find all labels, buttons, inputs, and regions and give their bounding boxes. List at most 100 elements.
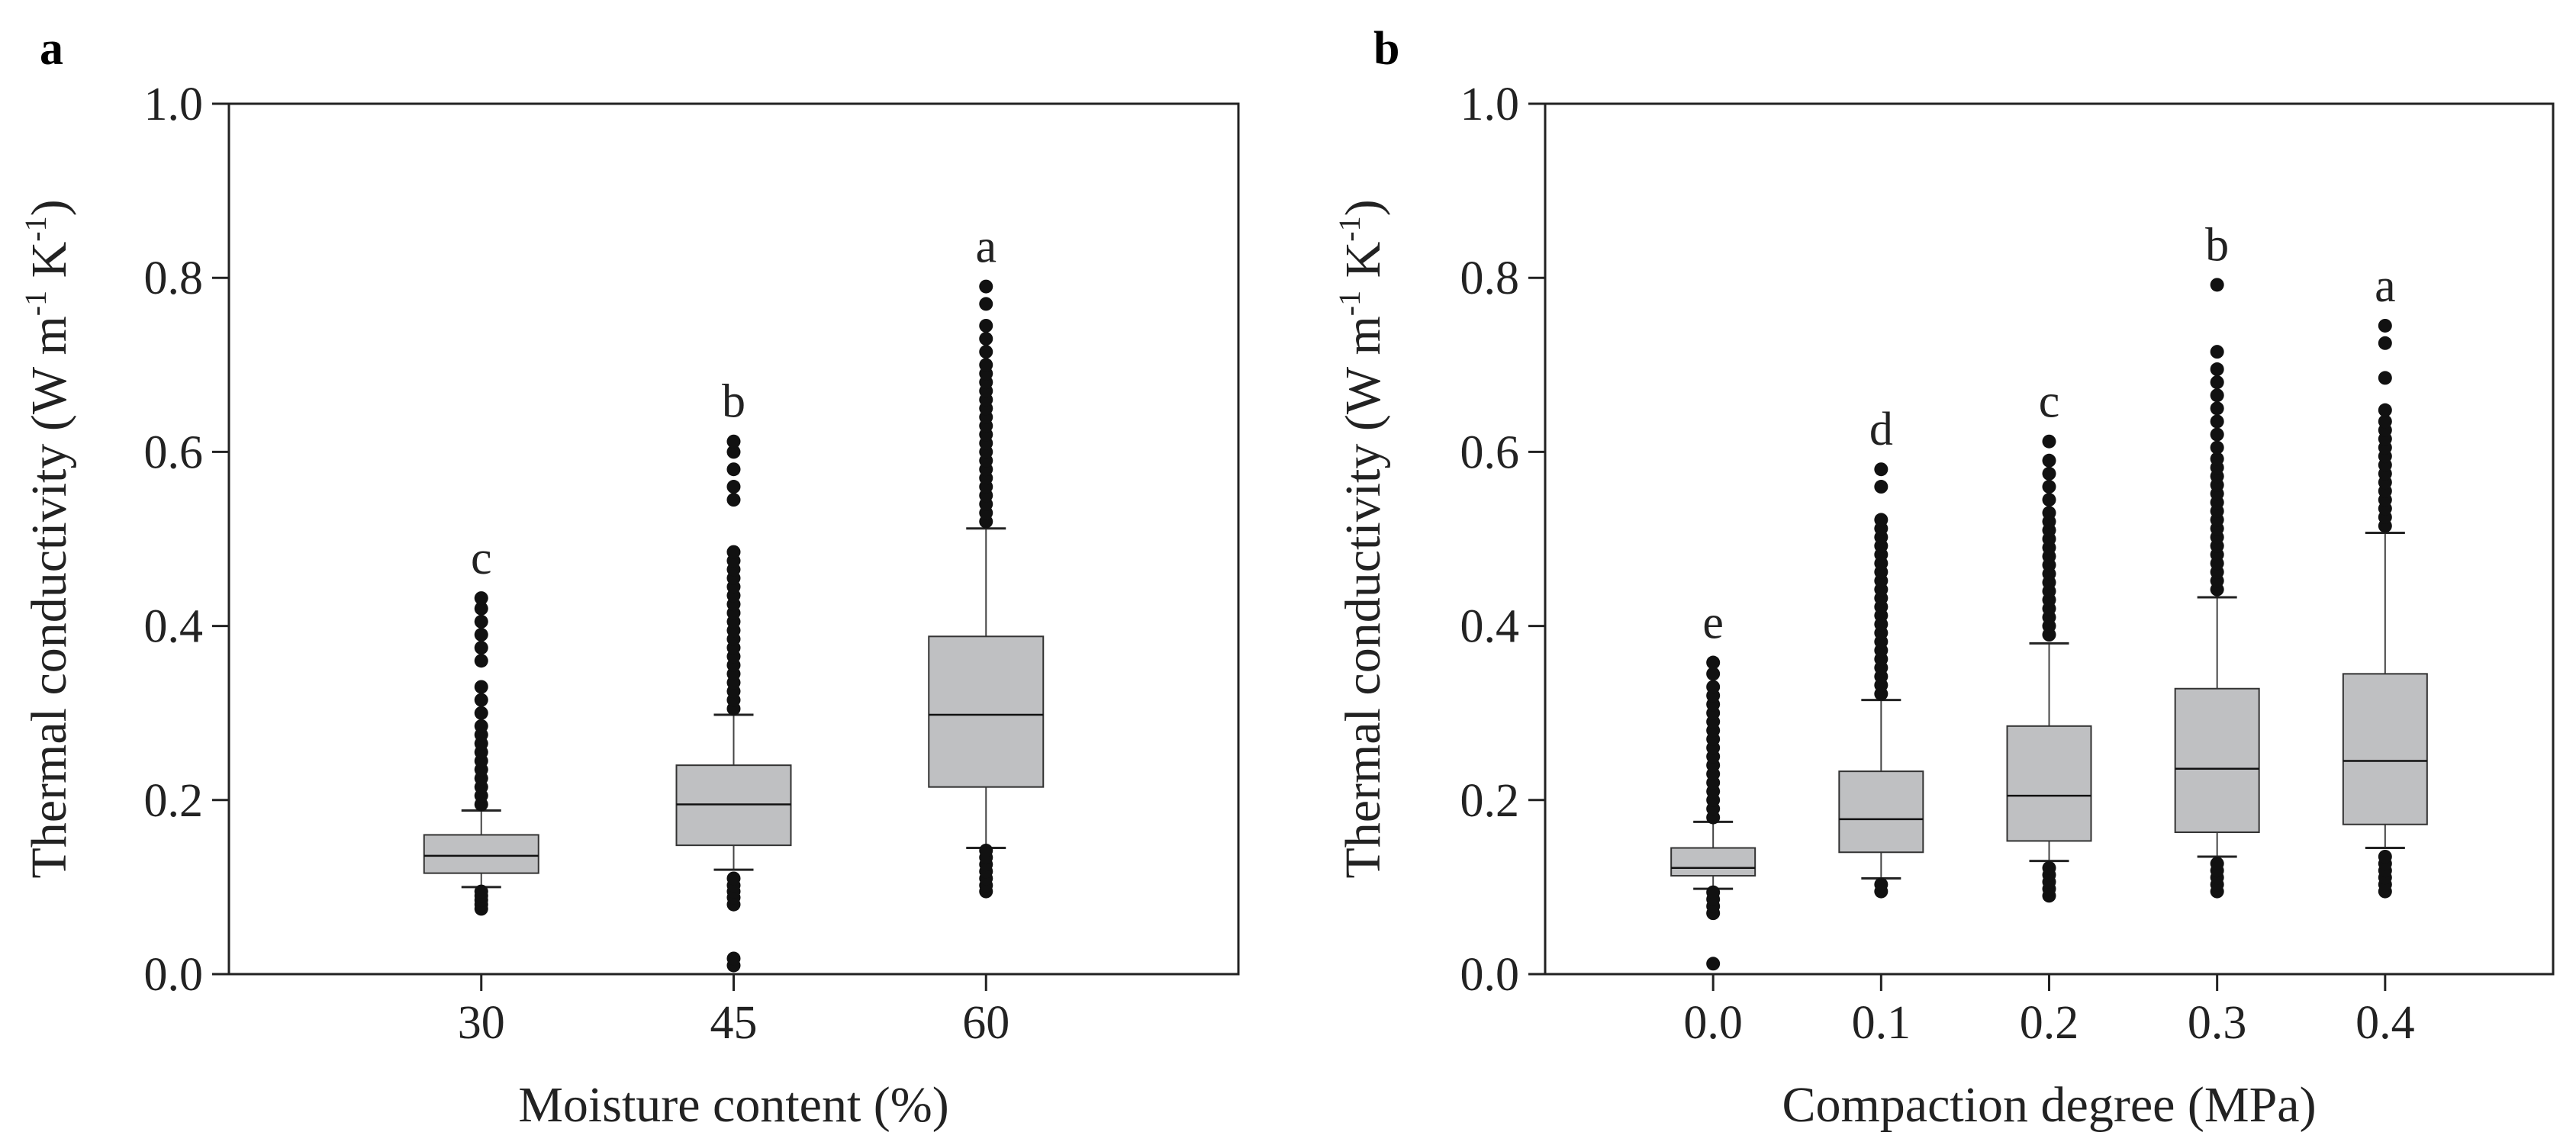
outlier-point xyxy=(1706,680,1721,694)
y-tick-label: 1.0 xyxy=(144,79,204,130)
outlier-point xyxy=(2042,466,2056,481)
outlier-point xyxy=(2210,414,2224,429)
outlier-point xyxy=(1706,885,1721,899)
box-group-45: 45 b xyxy=(675,376,792,1049)
outlier-point xyxy=(979,843,993,857)
outlier-point xyxy=(1874,480,1889,494)
x-tick-label: 0.2 xyxy=(2020,997,2079,1049)
significance-letter: e xyxy=(1702,597,1724,649)
outlier-point xyxy=(726,871,741,886)
outlier-point xyxy=(2210,427,2224,442)
panel-label: a xyxy=(40,23,63,75)
x-tick-label: 0.1 xyxy=(1852,997,1911,1049)
x-tick-label: 0.4 xyxy=(2355,997,2415,1049)
y-tick-label: 1.0 xyxy=(1460,79,1520,130)
outlier-point xyxy=(726,480,741,494)
outlier-point xyxy=(2042,506,2056,520)
y-axis-title-part: ) xyxy=(1335,199,1391,216)
significance-letter: c xyxy=(2039,376,2060,428)
outlier-point xyxy=(979,358,993,372)
x-tick-label: 45 xyxy=(710,997,758,1049)
outlier-point xyxy=(1706,667,1721,681)
outlier-point xyxy=(2378,414,2392,429)
y-axis-title: Thermal conductivity (W m-1 K-1) xyxy=(18,199,77,878)
box-iqr xyxy=(1838,770,1924,854)
y-axis-title-superscript: -1 xyxy=(1332,216,1367,241)
box-iqr xyxy=(928,635,1045,788)
outlier-point xyxy=(2210,857,2224,871)
outlier-point xyxy=(474,884,488,899)
outlier-point xyxy=(2378,371,2392,385)
outlier-point xyxy=(2210,440,2224,455)
outlier-point xyxy=(726,462,741,477)
outlier-point xyxy=(2042,860,2056,875)
outlier-point xyxy=(726,493,741,507)
outlier-point xyxy=(979,345,993,359)
y-axis-title-superscript: -1 xyxy=(18,291,53,316)
outlier-point xyxy=(2210,375,2224,390)
y-tick-label: 0.4 xyxy=(1460,601,1520,653)
outlier-point xyxy=(979,318,993,333)
outlier-point xyxy=(2042,480,2056,494)
panel-label: b xyxy=(1373,23,1399,75)
box-iqr xyxy=(2006,725,2092,842)
outlier-point xyxy=(2210,388,2224,403)
y-tick-label: 0.2 xyxy=(1460,775,1520,827)
box-iqr xyxy=(2174,687,2260,834)
outlier-point xyxy=(2210,401,2224,416)
outlier-point xyxy=(474,591,488,606)
y-axis-title-part: ) xyxy=(21,199,77,216)
box-group-0.1: 0.1 d xyxy=(1838,404,1924,1049)
box-group-0.3: 0.3 b xyxy=(2174,219,2260,1049)
outlier-point xyxy=(474,719,488,733)
y-tick-label: 0.6 xyxy=(1460,426,1520,478)
significance-letter: d xyxy=(1869,404,1893,455)
outlier-point xyxy=(474,614,488,629)
y-tick-label: 0.0 xyxy=(144,949,204,1001)
outlier-point xyxy=(1874,462,1889,477)
outlier-point xyxy=(1874,877,1889,892)
significance-letter: b xyxy=(722,376,745,428)
outlier-point xyxy=(2042,453,2056,468)
outlier-point xyxy=(1874,513,1889,527)
outlier-point xyxy=(2042,493,2056,507)
x-tick-label: 60 xyxy=(962,997,1009,1049)
box-group-60: 60 a xyxy=(928,221,1045,1049)
x-axis-title: Compaction degree (MPa) xyxy=(1782,1077,2316,1133)
box-group-0.2: 0.2 c xyxy=(2006,376,2092,1049)
outlier-point xyxy=(474,601,488,616)
box-iqr xyxy=(2342,673,2428,825)
y-tick-label: 0.6 xyxy=(144,426,204,478)
significance-letter: a xyxy=(975,221,997,273)
outlier-point xyxy=(474,628,488,642)
outlier-point xyxy=(726,545,741,559)
box-iqr xyxy=(423,834,539,874)
outlier-point xyxy=(2378,336,2392,350)
box-iqr xyxy=(1670,847,1757,877)
outlier-point xyxy=(474,706,488,720)
outlier-point xyxy=(979,332,993,346)
outlier-point xyxy=(726,951,741,966)
y-axis-title-part: Thermal conductivity (W m xyxy=(1335,316,1391,878)
box-group-0.0: 0.0 e xyxy=(1670,597,1757,1049)
outlier-point xyxy=(474,693,488,707)
y-axis-title-superscript: -1 xyxy=(1332,291,1367,316)
x-tick-label: 30 xyxy=(458,997,505,1049)
x-tick-label: 0.3 xyxy=(2188,997,2247,1049)
outlier-point xyxy=(726,445,741,459)
x-tick-label: 0.0 xyxy=(1683,997,1743,1049)
y-tick-label: 0.8 xyxy=(1460,252,1520,304)
outlier-point xyxy=(2378,403,2392,417)
outlier-point xyxy=(1706,655,1721,670)
y-axis-title-part: Thermal conductivity (W m xyxy=(21,316,77,878)
outlier-point xyxy=(979,279,993,294)
panel-a: a 0.0 0.2 0.4 0.6 0.8 1.0 Thermal conductivity … xyxy=(18,23,1240,1133)
y-tick-label: 0.4 xyxy=(144,601,204,653)
x-axis-title: Moisture content (%) xyxy=(518,1077,949,1133)
y-axis-title-part: K xyxy=(21,242,77,291)
outlier-point xyxy=(474,641,488,655)
box-group-0.4: 0.4 a xyxy=(2342,260,2428,1049)
outlier-point xyxy=(474,680,488,694)
significance-letter: a xyxy=(2375,260,2396,312)
